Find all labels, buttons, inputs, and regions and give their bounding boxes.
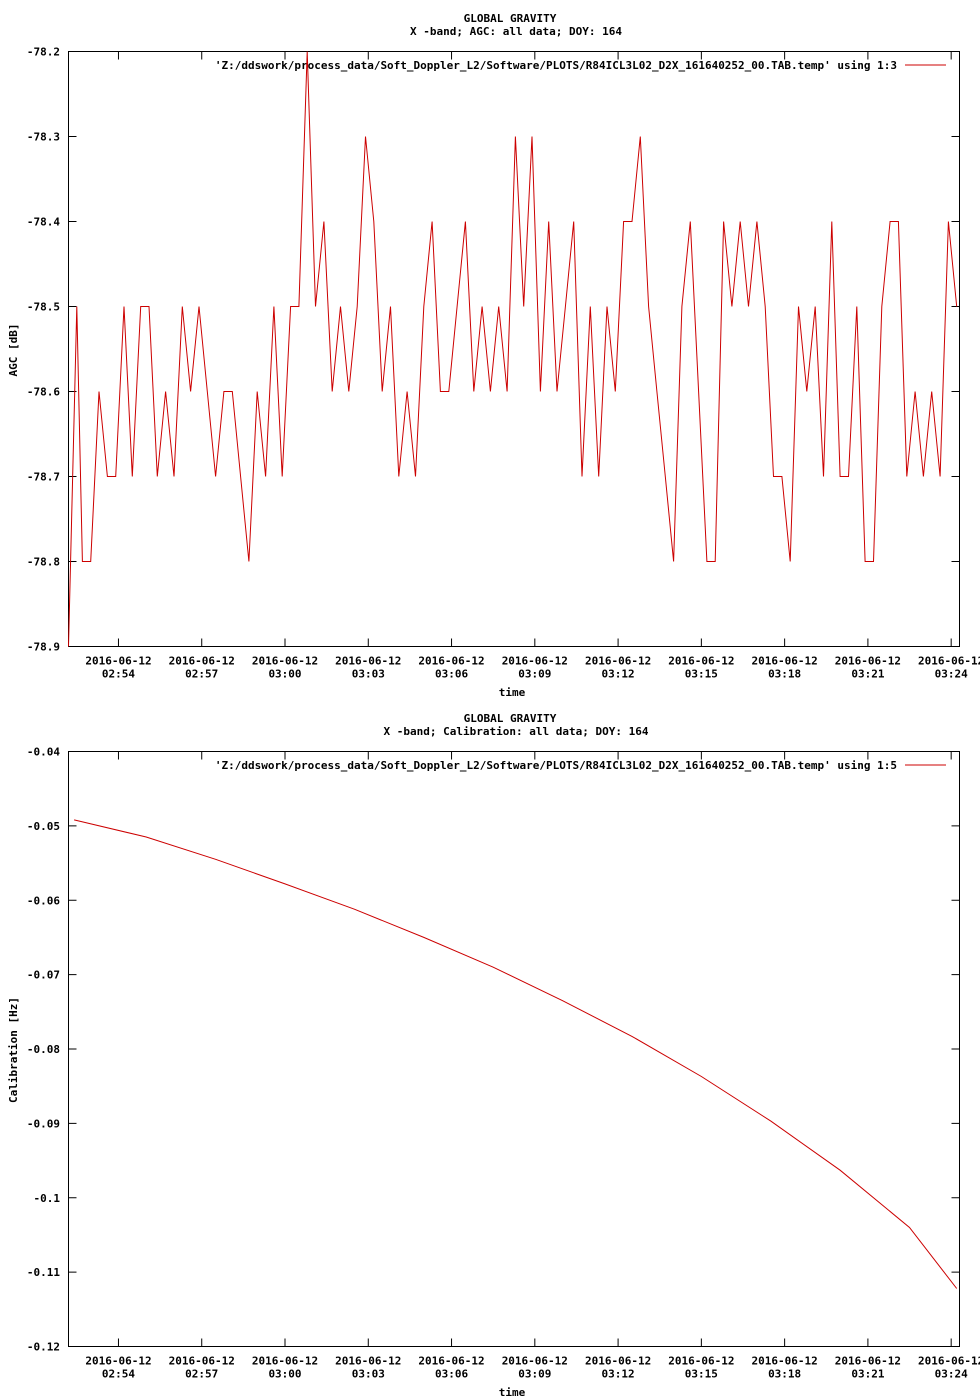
x-tick-time: 03:06 [435, 668, 468, 681]
x-tick-date: 2016-06-12 [668, 655, 734, 668]
x-tick-date: 2016-06-12 [668, 1355, 734, 1368]
x-tick-date: 2016-06-12 [169, 1355, 235, 1368]
x-tick-date: 2016-06-12 [835, 1355, 901, 1368]
y-tick-label: -78.5 [27, 301, 60, 314]
y-axis: -0.04 -0.05 -0.06 -0.07 -0.08 -0.09 -0.1 -0.11 -… [27, 746, 960, 1354]
x-tick-time: 03:15 [685, 668, 718, 681]
x-tick-time: 03:12 [602, 668, 635, 681]
x-tick-time: 02:57 [185, 668, 218, 681]
chart-subtitle: X -band; Calibration: all data; DOY: 164 [384, 725, 649, 738]
x-tick-time: 02:57 [185, 1368, 218, 1381]
x-tick-date: 2016-06-12 [85, 1355, 151, 1368]
x-tick-date: 2016-06-12 [835, 655, 901, 668]
x-tick-time: 03:06 [435, 1368, 468, 1381]
y-tick-label: -78.6 [27, 386, 60, 399]
x-tick-date: 2016-06-12 [918, 655, 980, 668]
y-tick-label: -78.7 [27, 471, 60, 484]
x-tick-date: 2016-06-12 [252, 655, 318, 668]
x-tick-time: 03:24 [935, 1368, 968, 1381]
x-tick-date: 2016-06-12 [252, 1355, 318, 1368]
x-tick-time: 03:21 [851, 668, 884, 681]
y-axis-label: AGC [dB] [7, 324, 20, 377]
y-tick-label: -0.06 [27, 894, 60, 907]
chart-title: GLOBAL GRAVITY [464, 12, 557, 25]
x-tick-time: 03:03 [352, 668, 385, 681]
x-tick-date: 2016-06-12 [918, 1355, 980, 1368]
y-tick-label: -0.11 [27, 1266, 60, 1279]
x-tick-date: 2016-06-12 [502, 1355, 568, 1368]
calibration-series-line [73, 819, 958, 1289]
x-tick-date: 2016-06-12 [169, 655, 235, 668]
x-tick-date: 2016-06-12 [585, 1355, 651, 1368]
legend-label: 'Z:/ddswork/process_data/Soft_Doppler_L2… [215, 759, 897, 772]
x-tick-date: 2016-06-12 [335, 655, 401, 668]
y-tick-label: -78.4 [27, 216, 60, 229]
chart-title: GLOBAL GRAVITY [464, 712, 557, 725]
legend-label: 'Z:/ddswork/process_data/Soft_Doppler_L2… [215, 59, 897, 72]
plot-frame [68, 751, 960, 1347]
y-axis-label: Calibration [Hz] [7, 997, 20, 1103]
x-tick-date: 2016-06-12 [585, 655, 651, 668]
x-tick-time: 03:15 [685, 1368, 718, 1381]
y-tick-label: -0.09 [27, 1117, 60, 1130]
y-tick-label: -78.2 [27, 46, 60, 59]
x-tick-date: 2016-06-12 [418, 1355, 484, 1368]
x-axis-label: time [499, 1386, 526, 1399]
x-tick-time: 03:18 [768, 1368, 801, 1381]
x-tick-time: 03:21 [851, 1368, 884, 1381]
y-tick-label: -0.05 [27, 820, 60, 833]
x-axis: 2016-06-1202:542016-06-1202:572016-06-12… [85, 751, 980, 1381]
calibration-chart: GLOBAL GRAVITY X -band; Calibration: all… [7, 712, 980, 1399]
x-tick-time: 03:24 [935, 668, 968, 681]
x-tick-date: 2016-06-12 [752, 655, 818, 668]
agc-chart: GLOBAL GRAVITY X -band; AGC: all data; D… [7, 12, 980, 699]
x-tick-time: 03:12 [602, 1368, 635, 1381]
x-tick-date: 2016-06-12 [335, 1355, 401, 1368]
y-axis: -78.2 -78.3 -78.4 -78.5 -78.6 -78.7 -78.8 -78.9 [27, 46, 960, 654]
x-tick-time: 02:54 [102, 668, 135, 681]
x-tick-date: 2016-06-12 [502, 655, 568, 668]
y-tick-label: -78.9 [27, 641, 60, 654]
y-tick-label: -0.12 [27, 1341, 60, 1354]
y-tick-label: -78.8 [27, 556, 60, 569]
y-tick-label: -0.07 [27, 969, 60, 982]
y-tick-label: -0.04 [27, 746, 60, 759]
x-tick-time: 03:09 [518, 1368, 551, 1381]
x-tick-date: 2016-06-12 [85, 655, 151, 668]
x-tick-time: 03:09 [518, 668, 551, 681]
x-tick-time: 03:00 [268, 668, 301, 681]
x-tick-time: 03:00 [268, 1368, 301, 1381]
chart-subtitle: X -band; AGC: all data; DOY: 164 [410, 25, 622, 38]
x-tick-date: 2016-06-12 [418, 655, 484, 668]
x-tick-date: 2016-06-12 [752, 1355, 818, 1368]
x-axis: 2016-06-1202:542016-06-1202:572016-06-12… [85, 51, 980, 681]
plot-frame [68, 51, 960, 647]
x-tick-time: 03:03 [352, 1368, 385, 1381]
y-tick-label: -78.3 [27, 131, 60, 144]
x-tick-time: 02:54 [102, 1368, 135, 1381]
agc-series-line [68, 51, 958, 647]
y-tick-label: -0.1 [34, 1192, 61, 1205]
x-axis-label: time [499, 686, 526, 699]
y-tick-label: -0.08 [27, 1043, 60, 1056]
x-tick-time: 03:18 [768, 668, 801, 681]
